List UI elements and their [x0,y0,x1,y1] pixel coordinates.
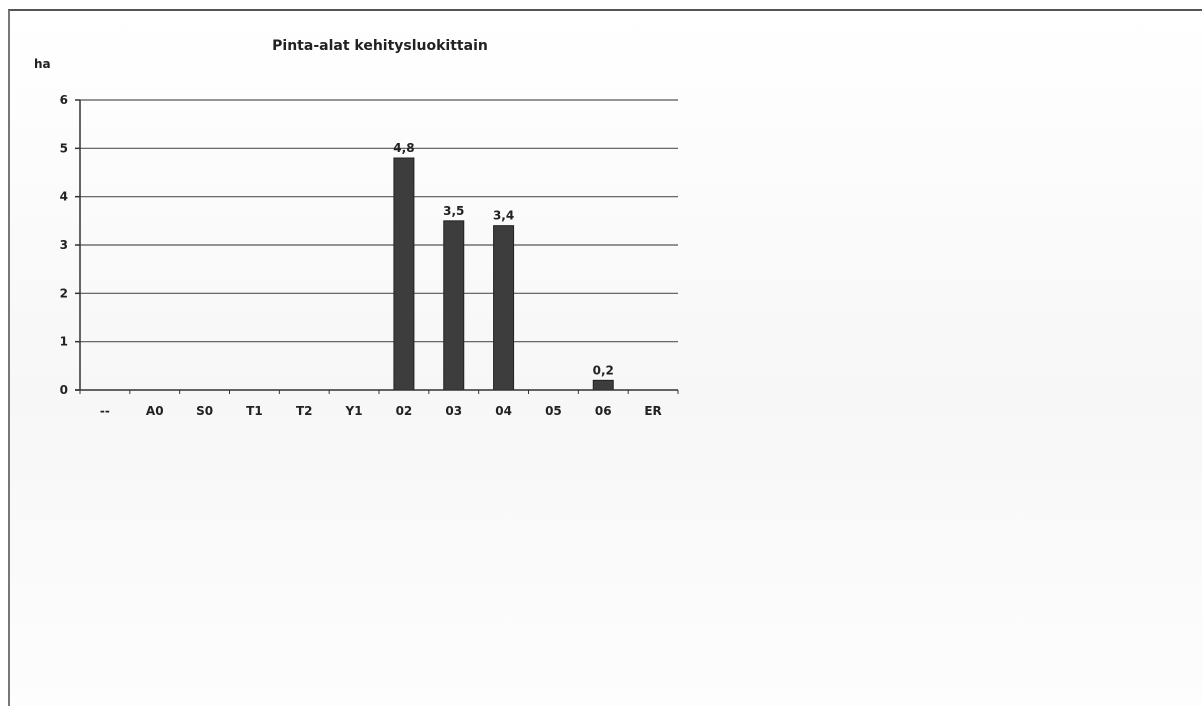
chart-title: Pinta-alat kehitysluokittain [272,38,488,54]
bar-06 [592,379,614,391]
x-tick-label: Y1 [345,404,363,418]
bars [393,157,614,391]
x-tick-label: 03 [445,404,462,418]
y-tick-label: 3 [60,238,68,252]
x-tick-label: T2 [296,404,313,418]
labels: 0 1 2 3 4 5 6 -- A0 S0 T1 T2 Y1 4,8 02 3,5 03 3,4 04 05 0,2 0… [60,93,662,418]
x-tick-label: S0 [196,404,213,418]
x-tick-label: 04 [495,404,512,418]
x-tick-label: 05 [545,404,562,418]
gridlines [80,99,678,343]
y-tick-label: 6 [60,93,68,107]
bar-03 [443,220,465,391]
page-frame [8,9,1202,706]
data-label-03: 3,5 [443,204,464,218]
x-tick-label: A0 [146,404,164,418]
x-tick-label: -- [100,404,110,418]
y-tick-label: 5 [60,141,68,155]
x-tick-label: 06 [595,404,612,418]
axes [75,99,679,394]
data-label-06: 0,2 [593,363,614,377]
x-tick-label: T1 [246,404,263,418]
x-tick-label: 02 [396,404,413,418]
y-tick-label: 1 [60,335,68,349]
data-label-02: 4,8 [393,141,414,155]
y-axis-unit-label: ha [34,57,51,71]
y-tick-label: 4 [60,190,68,204]
bar-04 [493,225,515,391]
bar-02 [393,157,415,391]
x-tick-label: ER [644,404,661,418]
data-label-04: 3,4 [493,209,514,223]
y-tick-label: 2 [60,286,68,300]
y-tick-label: 0 [60,383,68,397]
